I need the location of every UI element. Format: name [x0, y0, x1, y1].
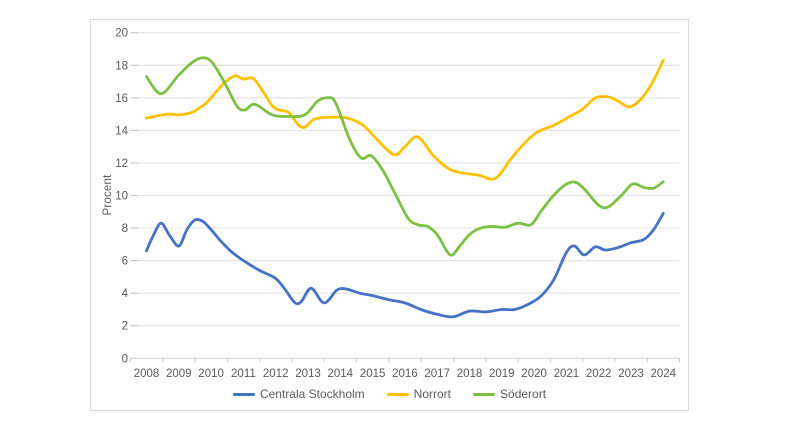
series-line-norrort [145, 59, 665, 181]
y-tick-label: 2 [122, 321, 128, 333]
legend-line-marker-yellow [386, 392, 409, 396]
chart-frame [90, 19, 689, 411]
x-tick-label: 2008 [134, 368, 160, 380]
chart-legend: Centrala Stockholm Norrort Söderort [90, 387, 689, 401]
x-tick-label: 2014 [328, 368, 354, 380]
y-tick-label: 12 [115, 158, 128, 170]
x-tick-label: 2017 [424, 368, 450, 380]
legend-item-centrala-stockholm: Centrala Stockholm [232, 387, 365, 401]
x-tick-label: 2011 [231, 368, 256, 380]
y-tick-label: 4 [122, 288, 129, 300]
legend-line-marker-blue [232, 392, 255, 396]
x-tick-label: 2010 [198, 368, 224, 380]
y-tick-label: 0 [122, 353, 128, 365]
y-tick-label: 14 [115, 125, 128, 137]
x-tick-label: 2024 [651, 368, 677, 380]
x-tick-label: 2020 [521, 368, 547, 380]
series-line-soderort [145, 56, 665, 257]
y-tick-label: 8 [122, 223, 128, 235]
legend-line-marker-green [473, 392, 496, 396]
legend-label: Söderort [500, 387, 547, 401]
x-tick-label: 2019 [489, 368, 515, 380]
x-tick-label: 2015 [360, 368, 386, 380]
x-tick-label: 2012 [263, 368, 289, 380]
y-tick-label: 20 [115, 28, 128, 40]
y-tick-label: 6 [122, 256, 128, 268]
y-tick-label: 10 [115, 191, 128, 203]
legend-item-soderort: Söderort [473, 387, 546, 401]
x-tick-label: 2013 [295, 368, 321, 380]
legend-item-norrort: Norrort [386, 387, 452, 401]
legend-label: Norrort [413, 387, 452, 401]
x-tick-label: 2021 [554, 368, 580, 380]
y-tick-label: 18 [115, 60, 128, 72]
y-axis-title: Procent [102, 174, 114, 216]
series-line-centrala-stockholm [145, 212, 665, 319]
x-tick-label: 2016 [392, 368, 418, 380]
legend-label: Centrala Stockholm [259, 387, 365, 401]
x-tick-label: 2023 [618, 368, 644, 380]
y-tick-label: 16 [115, 93, 128, 105]
x-tick-label: 2022 [586, 368, 612, 380]
x-tick-label: 2009 [166, 368, 192, 380]
x-tick-label: 2018 [457, 368, 483, 380]
